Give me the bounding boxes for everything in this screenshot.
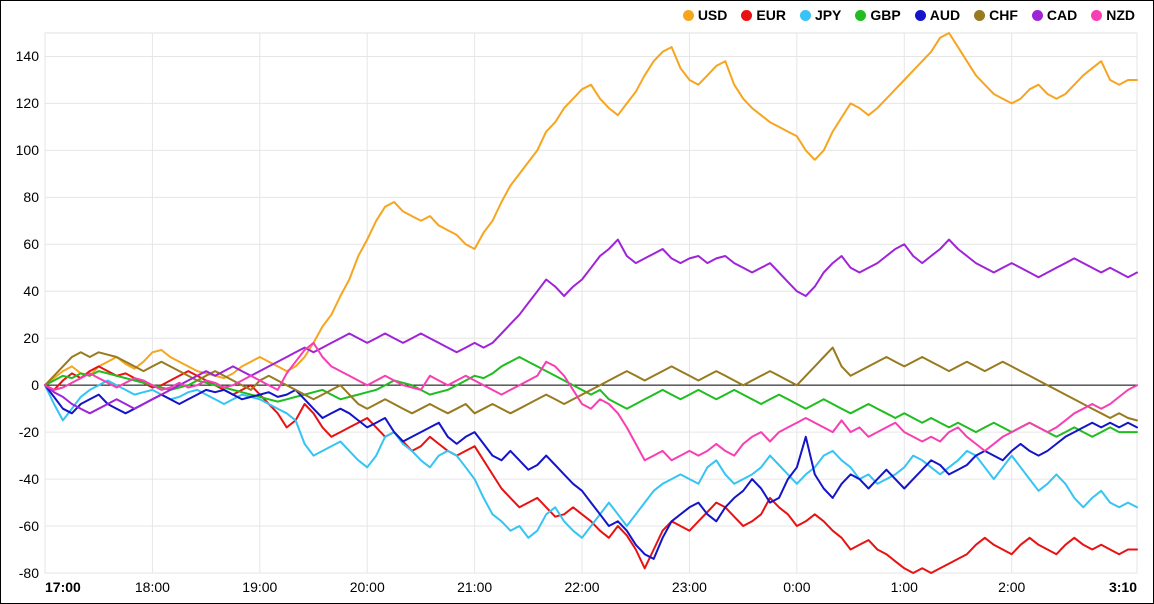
ytick-label: -20 [19,424,39,440]
xtick-label: 17:00 [45,579,81,595]
legend-label: CAD [1047,7,1077,23]
legend-item-nzd[interactable]: NZD [1091,7,1135,23]
ytick-label: -80 [19,565,39,581]
ytick-label: 0 [31,377,39,393]
legend-label: CHF [989,7,1018,23]
series-line-usd [45,33,1137,385]
xtick-label: 18:00 [135,579,170,595]
ytick-label: 80 [23,189,39,205]
legend-item-gbp[interactable]: GBP [855,7,900,23]
legend-label: GBP [870,7,900,23]
legend-swatch [683,10,694,21]
xtick-label: 19:00 [242,579,277,595]
legend-swatch [1091,10,1102,21]
series-line-eur [45,366,1137,573]
legend-swatch [741,10,752,21]
ytick-label: -40 [19,471,39,487]
series-line-aud [45,385,1137,559]
legend-swatch [974,10,985,21]
legend-swatch [915,10,926,21]
legend: USD EUR JPY GBP AUD CHF CAD NZD [683,7,1135,23]
xtick-label: 2:00 [998,579,1025,595]
plot-area: 17:0018:0019:0020:0021:0022:0023:000:001… [45,33,1137,573]
legend-swatch [800,10,811,21]
xtick-label: 20:00 [350,579,385,595]
legend-label: NZD [1106,7,1135,23]
legend-label: USD [698,7,728,23]
legend-label: JPY [815,7,841,23]
ytick-label: 120 [16,95,39,111]
xtick-label: 0:00 [783,579,810,595]
legend-item-cad[interactable]: CAD [1032,7,1077,23]
legend-item-jpy[interactable]: JPY [800,7,841,23]
legend-swatch [1032,10,1043,21]
xtick-label: 1:00 [891,579,918,595]
ytick-label: 60 [23,236,39,252]
xtick-label: 21:00 [457,579,492,595]
plot-svg [45,33,1137,573]
legend-label: EUR [756,7,786,23]
legend-item-chf[interactable]: CHF [974,7,1018,23]
legend-item-eur[interactable]: EUR [741,7,786,23]
ytick-label: 100 [16,142,39,158]
ytick-label: 140 [16,48,39,64]
xtick-label: 3:10 [1109,579,1137,595]
legend-item-aud[interactable]: AUD [915,7,960,23]
ytick-label: 20 [23,330,39,346]
legend-swatch [855,10,866,21]
legend-label: AUD [930,7,960,23]
ytick-label: 40 [23,283,39,299]
xtick-label: 22:00 [565,579,600,595]
ytick-label: -60 [19,518,39,534]
series-line-cad [45,240,1137,414]
chart-frame: USDEURJPYGBPAUDCHFCADNZD 17:0018:0019:00… [0,0,1154,604]
series-line-nzd [45,343,1137,460]
xtick-label: 23:00 [672,579,707,595]
legend-item-usd[interactable]: USD [683,7,728,23]
